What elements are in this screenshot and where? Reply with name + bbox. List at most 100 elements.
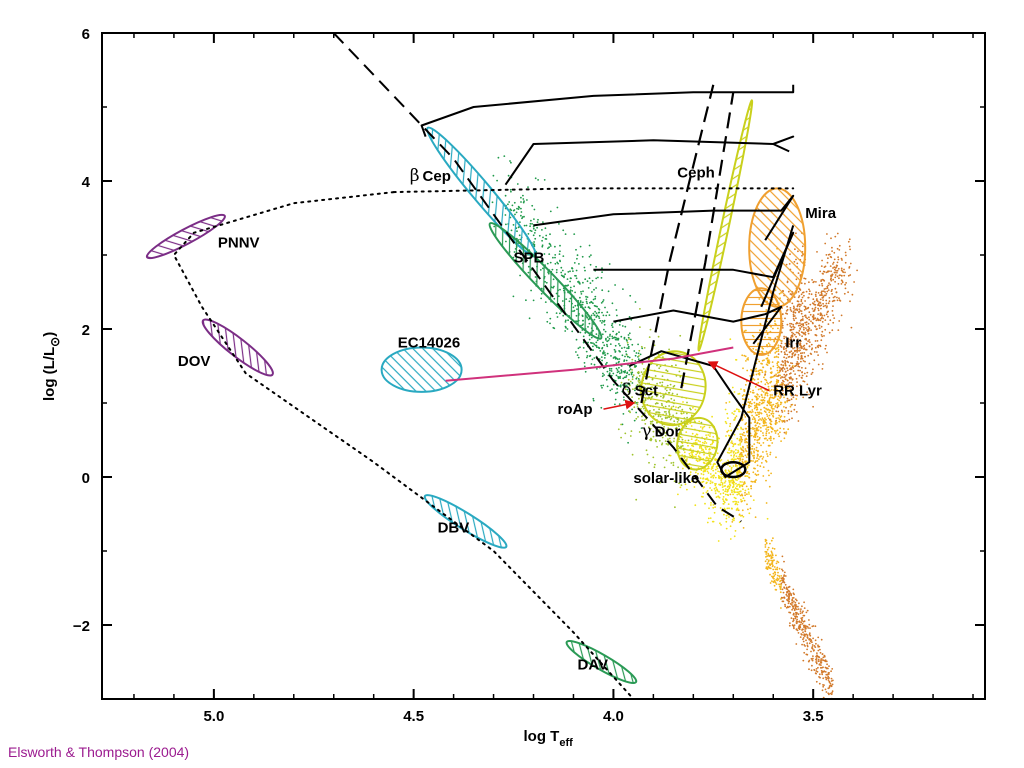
star-point [773, 566, 776, 568]
star-point [769, 390, 771, 392]
star-point [788, 585, 791, 588]
star-point [792, 305, 795, 308]
star-point [768, 444, 771, 447]
star-point [503, 155, 506, 158]
star-point [729, 465, 731, 468]
star-point [623, 360, 625, 362]
star-point [650, 437, 652, 440]
star-point [777, 353, 780, 355]
star-point [790, 381, 793, 384]
star-point [831, 246, 833, 249]
star-point [737, 393, 740, 395]
star-point [804, 630, 806, 632]
star-point [605, 337, 607, 340]
star-point [720, 476, 722, 478]
star-point [805, 342, 808, 345]
star-point [595, 287, 597, 289]
star-point [836, 232, 839, 235]
star-point [605, 363, 607, 366]
star-point [554, 254, 557, 256]
star-point [783, 571, 786, 574]
star-point [649, 427, 652, 430]
star-point [792, 597, 795, 599]
star-point [830, 279, 833, 282]
star-point [779, 396, 781, 399]
star-point [758, 423, 761, 425]
star-scatter-layer [491, 155, 858, 699]
star-point [638, 381, 641, 384]
star-point [808, 293, 811, 295]
star-point [836, 271, 838, 274]
star-point [803, 348, 805, 350]
star-point [739, 490, 742, 493]
star-point [784, 401, 787, 404]
star-point [844, 261, 847, 264]
star-point [824, 676, 827, 679]
star-point [797, 324, 800, 327]
star-point [783, 431, 786, 434]
star-point [728, 486, 731, 488]
star-point [765, 363, 768, 366]
star-point [827, 692, 830, 695]
star-point [778, 393, 781, 395]
star-point [715, 466, 718, 468]
star-point [811, 648, 814, 650]
star-point [828, 282, 830, 284]
star-point [531, 204, 534, 207]
star-point [813, 300, 816, 303]
star-point [634, 387, 636, 390]
star-point [729, 493, 732, 496]
star-point [514, 213, 516, 216]
star-point [756, 457, 758, 459]
star-point [851, 293, 854, 296]
star-point [748, 404, 751, 407]
star-point [765, 550, 768, 553]
star-point [744, 416, 747, 418]
star-point [641, 419, 644, 421]
star-point [654, 463, 656, 466]
evolution-track [628, 225, 795, 478]
star-point [847, 240, 850, 243]
star-point [516, 183, 519, 185]
star-point [790, 326, 793, 329]
star-point [605, 378, 608, 381]
star-point [611, 302, 614, 305]
star-point [603, 320, 605, 323]
star-point [652, 435, 655, 438]
y-tick-label: 2 [82, 322, 90, 339]
star-point [775, 392, 777, 394]
star-point [769, 439, 772, 442]
star-point [655, 440, 657, 443]
star-point [634, 402, 636, 405]
star-point [620, 335, 623, 338]
star-point [796, 304, 799, 307]
star-point [834, 280, 836, 283]
star-point [775, 417, 778, 420]
star-point [817, 636, 820, 639]
star-point [787, 387, 789, 390]
star-point [595, 277, 598, 280]
star-point [775, 402, 778, 405]
star-point [758, 404, 760, 406]
star-point [709, 480, 712, 482]
star-point [831, 288, 833, 291]
star-point [616, 314, 618, 317]
star-point [737, 449, 739, 452]
star-point [628, 410, 631, 413]
star-point [834, 276, 837, 279]
star-point [744, 461, 747, 464]
star-point [633, 406, 636, 409]
star-point [744, 489, 747, 492]
star-point [731, 412, 734, 414]
star-point [564, 273, 566, 276]
star-point [642, 407, 645, 410]
star-point [771, 556, 774, 559]
star-point [766, 558, 768, 561]
star-point [763, 376, 765, 379]
star-point [732, 456, 735, 458]
star-point [747, 508, 749, 511]
star-point [730, 466, 733, 469]
star-point [769, 451, 772, 454]
star-point [847, 291, 849, 294]
star-point [721, 482, 724, 485]
